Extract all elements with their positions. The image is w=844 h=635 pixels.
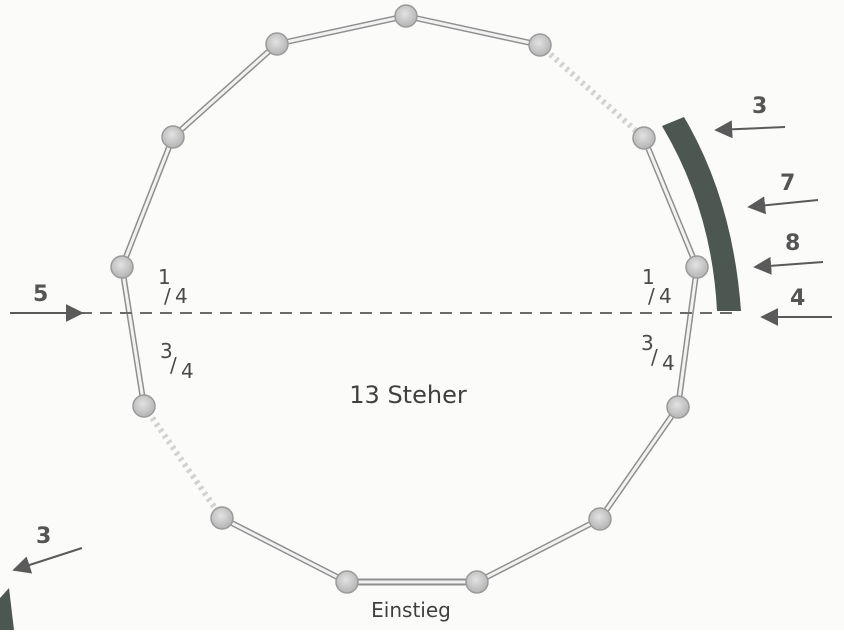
posts (110, 4, 709, 594)
corner-marker-fragment (0, 588, 14, 630)
post (394, 4, 418, 28)
fraction-left-top: 1 / 4 (158, 265, 188, 308)
rail-segment (597, 405, 681, 521)
svg-text:1: 1 (642, 265, 655, 289)
post (335, 570, 359, 594)
marker-bar (662, 117, 741, 311)
post (685, 255, 709, 279)
fraction-right-bottom: 3 / 4 (641, 331, 675, 375)
svg-text:1: 1 (158, 265, 171, 289)
svg-text:3: 3 (160, 339, 173, 363)
fraction-left-bottom: 3 / 4 (160, 339, 194, 383)
post (666, 395, 690, 419)
fraction-right-top: 1 / 4 (642, 265, 672, 308)
rail-segment (220, 515, 349, 585)
svg-text:/: / (164, 284, 171, 308)
svg-text:8: 8 (785, 231, 800, 256)
svg-text:3: 3 (36, 524, 51, 549)
svg-text:4: 4 (790, 286, 805, 311)
post (265, 32, 289, 56)
post (110, 255, 134, 279)
post (588, 507, 612, 531)
svg-text:3: 3 (641, 331, 654, 355)
arrow-4: 4 (760, 286, 832, 326)
arrow-8: 8 (753, 231, 824, 275)
arrow-7: 7 (747, 171, 819, 215)
arrow-3-bottom: 3 (12, 524, 83, 574)
svg-text:5: 5 (33, 282, 48, 307)
rail-segment (405, 13, 541, 48)
svg-text:/: / (648, 284, 655, 308)
svg-text:4: 4 (175, 284, 188, 308)
arrow-3-top: 3 (714, 94, 786, 139)
svg-text:4: 4 (181, 359, 194, 383)
svg-text:7: 7 (780, 171, 795, 196)
rail-segments (119, 13, 700, 586)
rail-segment (119, 135, 176, 269)
svg-text:3: 3 (752, 94, 767, 119)
entry-label: Einstieg (371, 598, 451, 622)
rail-segment (675, 266, 700, 408)
rail-segment (171, 41, 279, 140)
arrow-5: 5 (10, 282, 84, 322)
rail-segment (538, 42, 646, 141)
rail-segment (141, 404, 225, 520)
rail-segment (641, 136, 700, 269)
rail-segment (276, 13, 407, 47)
rail-segment (119, 266, 147, 407)
svg-text:/: / (170, 353, 177, 377)
svg-text:/: / (651, 345, 658, 369)
rail-segment (475, 516, 602, 585)
svg-text:4: 4 (662, 351, 675, 375)
post (210, 506, 234, 530)
center-label: 13 Steher (349, 381, 467, 409)
post (161, 125, 185, 149)
post (465, 570, 489, 594)
post (132, 394, 156, 418)
post (528, 33, 552, 57)
post (632, 126, 656, 150)
svg-text:4: 4 (659, 284, 672, 308)
